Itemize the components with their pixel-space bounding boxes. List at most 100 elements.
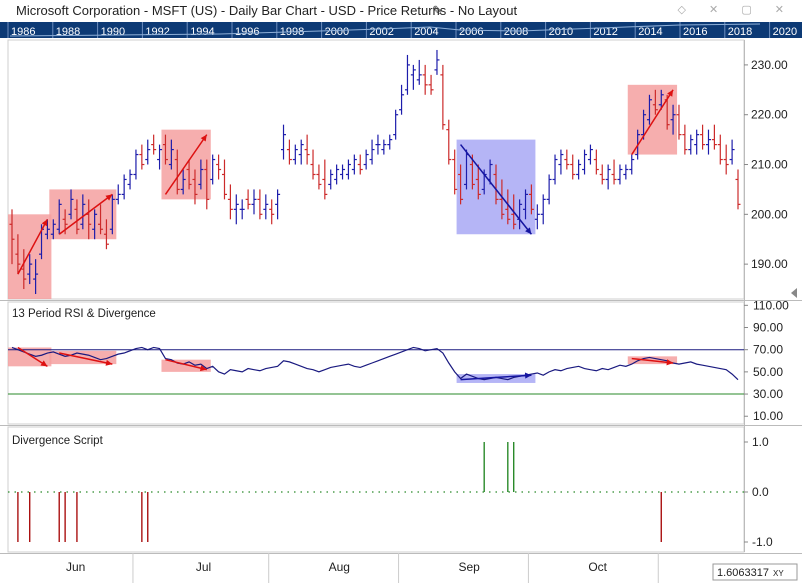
ohlc-bar	[121, 174, 127, 200]
ohlc-bar	[227, 184, 233, 220]
ohlc-bar	[552, 154, 558, 185]
ohlc-bar	[204, 159, 210, 210]
price-tick-label: 220.00	[751, 108, 788, 122]
ohlc-bar	[623, 164, 629, 180]
ohlc-bar	[275, 189, 281, 220]
ohlc-bar	[694, 129, 700, 155]
ohlc-bar	[145, 139, 151, 165]
ohlc-bar	[322, 159, 328, 200]
ohlc-bar	[446, 119, 452, 165]
chart-panel-1	[7, 39, 745, 300]
rsi-divergence-arrow-head	[199, 365, 207, 372]
ohlc-bar	[434, 49, 440, 75]
ohlc-bar	[611, 159, 617, 185]
ohlc-bar	[617, 164, 623, 185]
cursor-value-box	[712, 563, 798, 581]
navigator-year-label: 1988	[56, 26, 80, 38]
chart-panel-2	[7, 301, 745, 425]
ohlc-bar	[316, 164, 322, 190]
chart-panel-3	[7, 426, 745, 553]
rsi-tick-label: 50.00	[753, 365, 783, 379]
rsi-tick-label: 70.00	[753, 343, 783, 357]
edit-pencil-icon[interactable]: ✎	[432, 3, 443, 18]
price-tick-label: 190.00	[751, 257, 788, 271]
ohlc-bar	[570, 154, 576, 180]
rsi-divergence-arrow	[631, 357, 674, 364]
navigator-year-label: 2020	[773, 26, 797, 38]
ohlc-bar	[576, 159, 582, 180]
ohlc-bar	[127, 169, 133, 190]
ohlc-bar	[304, 134, 310, 165]
ohlc-bar	[658, 89, 664, 110]
chart-title: Microsoft Corporation - MSFT (US) - Dail…	[16, 3, 518, 18]
ohlc-bar	[74, 199, 80, 235]
ohlc-bar	[723, 144, 729, 175]
navigator-year-label: 1996	[235, 26, 259, 38]
ohlc-bar	[587, 144, 593, 165]
ohlc-bar	[21, 249, 27, 290]
ohlc-bar	[269, 199, 275, 225]
ohlc-bar	[221, 159, 227, 200]
navigator-year-label: 1990	[101, 26, 125, 38]
ohlc-bar	[458, 164, 464, 205]
ohlc-bar	[428, 74, 434, 95]
ohlc-bar	[239, 199, 245, 220]
ohlc-bar	[310, 149, 316, 180]
month-label: Jul	[196, 560, 211, 574]
ohlc-bar	[363, 149, 369, 170]
ohlc-bar	[375, 134, 381, 155]
ohlc-bar	[251, 189, 257, 215]
ohlc-bar	[281, 124, 287, 160]
rsi-divergence-arrow	[460, 374, 532, 381]
ohlc-bar	[133, 149, 139, 180]
ohlc-bar	[605, 164, 611, 190]
ohlc-bar	[263, 194, 269, 220]
ohlc-bar	[157, 144, 163, 170]
ohlc-bar	[564, 149, 570, 170]
navigator-year-label: 2014	[638, 26, 662, 38]
ohlc-bar	[416, 59, 422, 85]
ohlc-bar	[381, 139, 387, 155]
ohlc-bar	[328, 169, 334, 190]
ohlc-bar	[245, 189, 251, 210]
ohlc-bar	[717, 134, 723, 165]
ohlc-bar	[98, 204, 104, 235]
ohlc-bar	[298, 139, 304, 165]
rsi-tick-label: 90.00	[753, 321, 783, 335]
script-panel-title: Divergence Script	[12, 435, 104, 447]
ohlc-bar	[192, 169, 198, 205]
navigator-year-label: 1992	[145, 26, 169, 38]
rsi-divergence-box	[456, 374, 536, 383]
price-tick-label: 200.00	[751, 207, 788, 221]
rsi-divergence-box	[161, 359, 211, 372]
rsi-line	[11, 346, 739, 381]
ohlc-bar	[641, 109, 647, 140]
navigator-year-label: 2008	[504, 26, 528, 38]
ohlc-bar	[334, 164, 340, 185]
ohlc-bar	[387, 134, 393, 150]
divergence-arrow	[631, 89, 674, 155]
rsi-panel-title: 13 Period RSI & Divergence	[12, 308, 156, 320]
ohlc-bar	[682, 124, 688, 155]
divergence-arrow-head	[525, 227, 532, 235]
price-tick-label: 230.00	[751, 58, 788, 72]
ohlc-bar	[50, 219, 56, 240]
ohlc-bar	[56, 199, 62, 235]
scroll-left-icon	[791, 288, 797, 298]
ohlc-bar	[393, 109, 399, 140]
navigator-year-label: 2012	[593, 26, 617, 38]
divergence-arrow	[58, 193, 113, 235]
ohlc-bar	[180, 169, 186, 195]
ohlc-bar	[688, 134, 694, 155]
window-controls[interactable]: ◇ ✕ ▢ ✕	[677, 4, 794, 16]
ohlc-bar	[109, 194, 115, 235]
rsi-divergence-arrow	[59, 352, 113, 365]
ohlc-bar	[540, 194, 546, 225]
rsi-divergence-arrow-head	[524, 372, 532, 379]
month-label: Aug	[329, 560, 350, 574]
ohlc-bar	[711, 124, 717, 150]
navigator-year-label: 2002	[369, 26, 393, 38]
divergence-arrow-head	[667, 89, 674, 97]
